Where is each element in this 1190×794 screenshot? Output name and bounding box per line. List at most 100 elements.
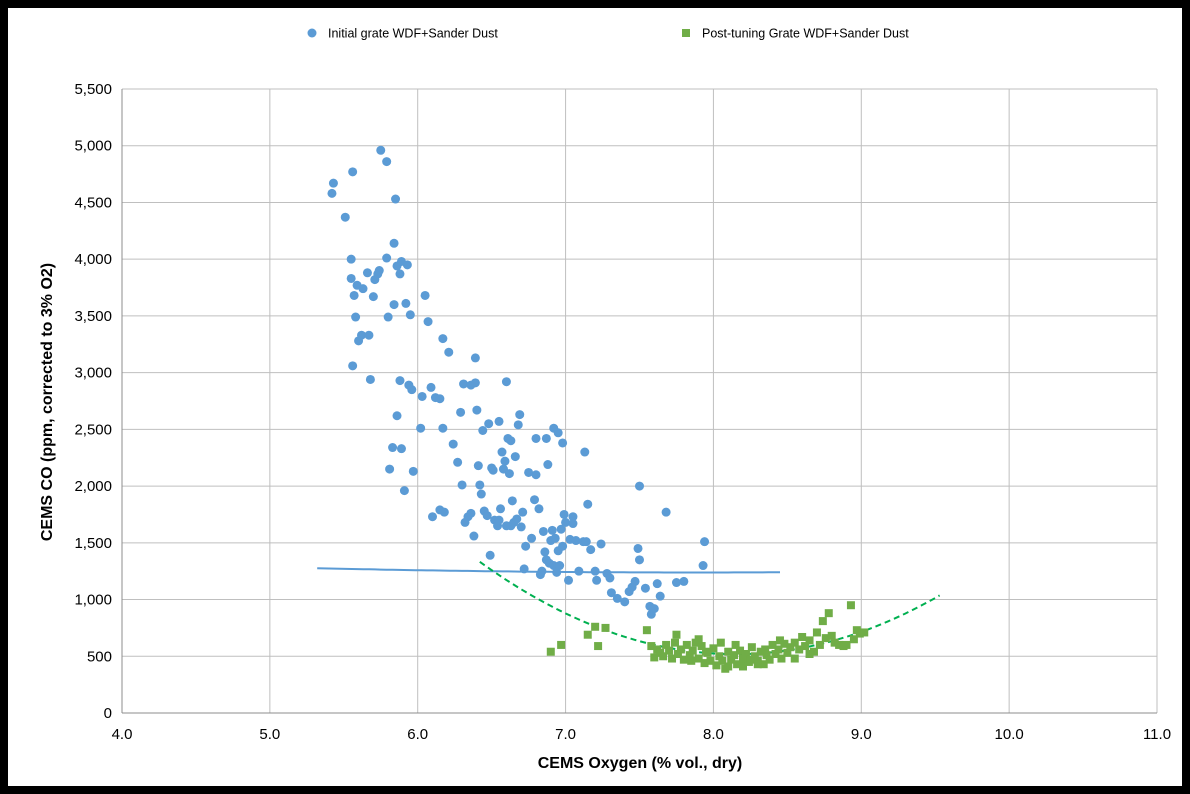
data-point [647,642,656,651]
data-point [456,407,466,417]
y-tick-label: 1,500 [74,535,112,552]
x-tick-label: 4.0 [112,726,133,743]
data-point [605,573,615,583]
data-point [466,508,476,518]
data-point [408,466,418,476]
y-tick-label: 3,000 [74,365,112,382]
data-point [527,533,537,543]
data-point [417,391,427,401]
data-point [670,638,679,647]
data-point [724,647,733,656]
data-point [365,374,375,384]
data-point [558,541,568,551]
data-point [519,564,529,574]
x-tick-label: 9.0 [851,726,872,743]
x-tick-label: 11.0 [1143,726,1171,743]
y-tick-label: 5,500 [74,81,112,98]
axes [121,89,1157,714]
data-point [694,654,703,663]
y-tick-label: 0 [104,705,112,722]
data-point [435,394,445,404]
data-point [376,145,386,155]
data-point [473,461,483,471]
data-point [783,648,792,657]
data-point [790,638,799,647]
data-point [457,480,467,490]
data-point [739,662,747,671]
data-point [557,640,566,649]
data-point [428,512,437,522]
data-point [391,194,401,204]
data-point [389,238,399,248]
data-point [362,268,372,278]
data-point [405,310,415,320]
legend-marker [682,29,690,37]
gridlines [121,88,1158,714]
data-point [368,292,378,302]
data-point [555,561,565,571]
data-point [538,526,548,536]
legend-marker [307,28,317,38]
data-point [482,511,492,521]
data-point [753,660,762,669]
data-point [385,464,395,474]
data-point [395,376,405,386]
data-point [328,178,338,188]
data-point [715,652,724,661]
data-point [592,575,602,585]
data-point [795,645,804,654]
data-point [700,659,709,668]
data-point [661,507,671,517]
data-point [702,647,711,656]
trendline [317,567,780,574]
data-point [620,597,630,607]
data-point [768,640,777,649]
y-tick-label: 4,000 [74,251,112,268]
data-point [662,640,671,649]
data-point [601,623,610,632]
data-point [382,157,392,167]
data-point [596,539,606,549]
data-point [635,555,644,565]
data-point [416,423,426,433]
y-tick-label: 1,000 [74,592,112,609]
data-point [741,650,750,659]
data-point [549,423,559,433]
data-point [516,522,526,532]
data-point [521,541,531,551]
data-point [541,433,551,443]
data-point [747,643,756,652]
legend-label: Initial grate WDF+Sander Dust [328,27,498,41]
data-point [510,452,520,462]
data-point [688,646,697,655]
data-point [835,640,844,649]
data-point [540,547,550,557]
data-point [497,447,507,457]
data-point [700,537,710,547]
y-tick-label: 4,500 [74,194,112,211]
y-tick-label: 3,500 [74,308,112,325]
data-point [855,629,864,638]
data-point [556,524,566,534]
data-point [798,632,807,641]
data-point [512,514,522,524]
data-point [685,651,694,660]
data-point [364,330,374,340]
data-point [501,377,511,387]
data-point [730,651,739,660]
x-tick-label: 8.0 [703,726,724,743]
legend-label: Post-tuning Grate WDF+Sander Dust [702,27,909,41]
data-point [357,330,367,340]
data-point [682,640,691,649]
data-point [606,588,616,598]
data-point [392,411,402,421]
data-point [459,379,469,389]
data-point [470,353,480,363]
data-point [402,260,412,270]
data-point [709,644,718,653]
data-point [543,460,553,470]
data-point [476,489,486,499]
data-point [484,419,494,429]
data-point [478,425,488,435]
data-point [504,469,514,479]
